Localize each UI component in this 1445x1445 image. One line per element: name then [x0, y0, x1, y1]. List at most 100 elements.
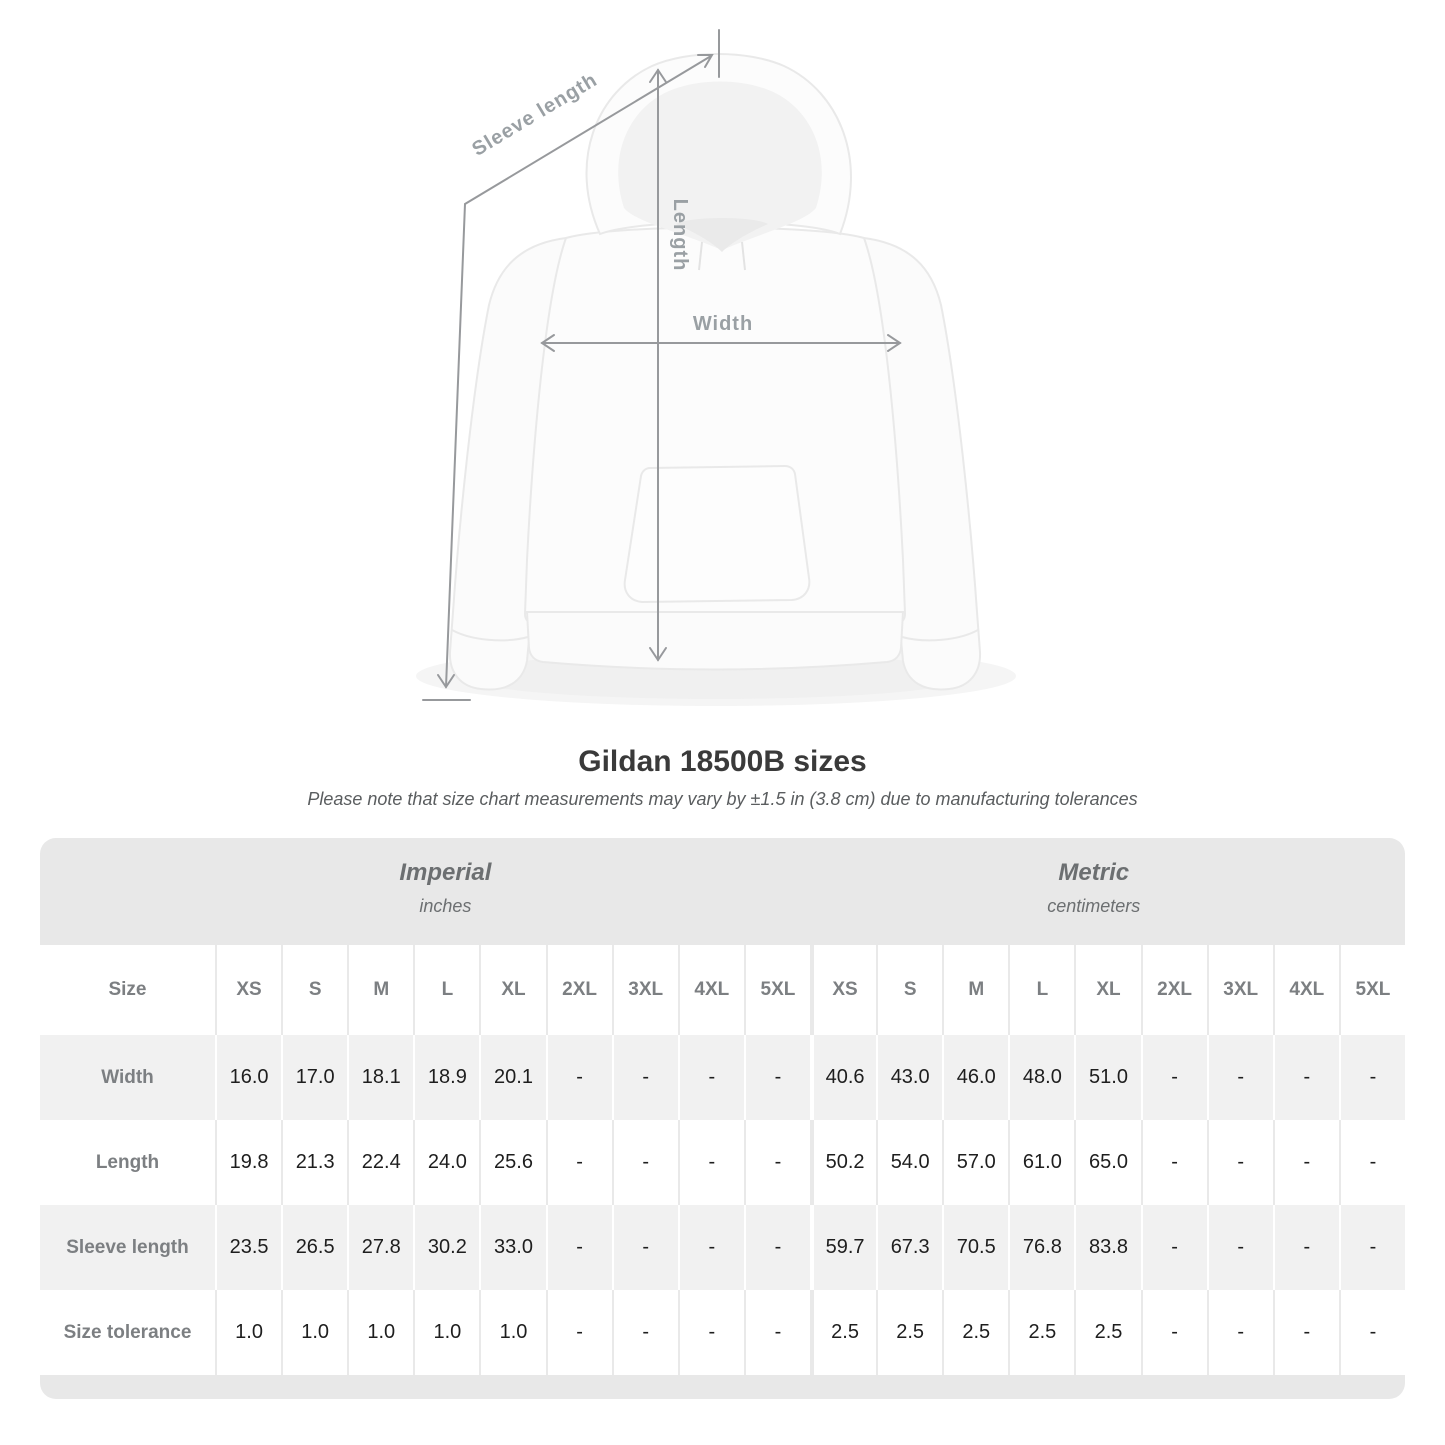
- size-column-header: L: [413, 945, 479, 1035]
- size-column-header: XL: [1074, 945, 1140, 1035]
- table-cell: -: [1272, 1120, 1339, 1205]
- table-cell: 1.0: [281, 1290, 347, 1375]
- row-label: Size tolerance: [63, 1321, 192, 1343]
- table-body: Width 16.0 17.0 18.1 18.9 20.1- - - -40.6 43.0 46.…: [40, 1035, 1405, 1375]
- table-footer: [40, 1375, 1405, 1399]
- size-column-header: M: [347, 945, 413, 1035]
- unit-section-unit: inches: [419, 896, 472, 916]
- table-cell: -: [1272, 1290, 1339, 1375]
- size-column-header: XS: [810, 945, 876, 1035]
- table-cell: -: [1140, 1205, 1207, 1290]
- table-cell: -: [743, 1035, 810, 1120]
- table-cell: -: [1338, 1290, 1405, 1375]
- unit-section-name: Imperial: [399, 859, 492, 886]
- table-cell: 46.0: [942, 1035, 1008, 1120]
- table-cell: 2.5: [810, 1290, 876, 1375]
- sleeve-length-label: Sleeve length: [468, 69, 601, 161]
- hoodie-hood-opening: [618, 81, 822, 250]
- table-cell: 2.5: [942, 1290, 1008, 1375]
- size-column-header: 2XL: [545, 945, 612, 1035]
- row-label: Length: [95, 1151, 160, 1173]
- table-cell: 50.2: [810, 1120, 876, 1205]
- table-cell: 76.8: [1008, 1205, 1074, 1290]
- unit-section-unit: centimeters: [1047, 896, 1141, 916]
- measurement-arrows: [422, 29, 902, 701]
- table-cell: -: [1206, 1205, 1273, 1290]
- table-row: Width 16.0 17.0 18.1 18.9 20.1- - - -40.6 43.0 46.…: [40, 1035, 1405, 1120]
- table-cell: 23.5: [215, 1205, 281, 1290]
- hoodie-illustration: Sleeve length Length Width: [422, 29, 982, 701]
- table-cell: 83.8: [1074, 1205, 1140, 1290]
- hoodie-right-cuff-seam: [901, 629, 979, 642]
- hoodie-drawstring-right: [741, 241, 746, 271]
- length-label: Length: [669, 199, 691, 272]
- size-column-header: XS: [215, 945, 281, 1035]
- size-column-header: 4XL: [1272, 945, 1339, 1035]
- table-cell: -: [545, 1120, 612, 1205]
- hoodie-image: [448, 53, 982, 691]
- table-cell: 21.3: [281, 1120, 347, 1205]
- table-cell: -: [1206, 1035, 1273, 1120]
- table-cell: -: [1140, 1035, 1207, 1120]
- unit-section-metric: Metric centimeters: [1047, 859, 1140, 917]
- table-cell: 57.0: [942, 1120, 1008, 1205]
- table-cell: 54.0: [876, 1120, 942, 1205]
- table-cell: 48.0: [1008, 1035, 1074, 1120]
- width-label: Width: [693, 313, 753, 335]
- size-chart-table: Imperial inches Metric centimeters Size …: [40, 838, 1405, 1399]
- size-column-header: 5XL: [743, 945, 810, 1035]
- table-cell: -: [1338, 1120, 1405, 1205]
- table-cell: -: [1140, 1120, 1207, 1205]
- table-cell: -: [743, 1290, 810, 1375]
- table-cell: 1.0: [413, 1290, 479, 1375]
- hoodie-hem-band: [525, 611, 905, 671]
- size-column-header: 2XL: [1140, 945, 1207, 1035]
- page-subtitle: Please note that size chart measurements…: [307, 789, 1138, 809]
- size-column-header: M: [942, 945, 1008, 1035]
- hoodie-pocket: [623, 464, 811, 604]
- table-cell: 51.0: [1074, 1035, 1140, 1120]
- table-cell: 43.0: [876, 1035, 942, 1120]
- hoodie-left-cuff-seam: [451, 629, 529, 642]
- row-label: Width: [101, 1066, 154, 1088]
- table-cell: -: [1206, 1290, 1273, 1375]
- table-cell: -: [611, 1120, 678, 1205]
- size-column-header: 4XL: [677, 945, 744, 1035]
- size-column-header: S: [876, 945, 942, 1035]
- width-arrow: [540, 334, 902, 352]
- table-cell: -: [1338, 1035, 1405, 1120]
- table-cell: 61.0: [1008, 1120, 1074, 1205]
- table-cell: -: [1140, 1290, 1207, 1375]
- table-cell: -: [1206, 1120, 1273, 1205]
- table-cell: 2.5: [1008, 1290, 1074, 1375]
- table-cell: 17.0: [281, 1035, 347, 1120]
- table-cell: 18.1: [347, 1035, 413, 1120]
- table-cell: -: [611, 1205, 678, 1290]
- table-cell: 70.5: [942, 1205, 1008, 1290]
- size-column-header: 3XL: [1206, 945, 1273, 1035]
- table-cell: 65.0: [1074, 1120, 1140, 1205]
- size-column-header: L: [1008, 945, 1074, 1035]
- table-cell: 22.4: [347, 1120, 413, 1205]
- table-cell: -: [677, 1205, 744, 1290]
- table-cell: 24.0: [413, 1120, 479, 1205]
- table-cell: 2.5: [1074, 1290, 1140, 1375]
- row-label: Sleeve length: [66, 1236, 189, 1258]
- table-cell: -: [545, 1290, 612, 1375]
- table-cell: -: [743, 1120, 810, 1205]
- table-cell: 33.0: [479, 1205, 545, 1290]
- size-header-row: Size XS S M L XL 2XL 3XL 4XL 5XL XS S M L XL 2XL 3XL 4XL…: [40, 945, 1405, 1035]
- table-cell: -: [1272, 1205, 1339, 1290]
- table-cell: 1.0: [479, 1290, 545, 1375]
- hoodie-drawstring-left: [698, 241, 703, 271]
- sleeve-length-arrow: [422, 29, 720, 701]
- table-cell: -: [677, 1290, 744, 1375]
- product-measurement-diagram: Sleeve length Length Width: [422, 29, 982, 701]
- table-cell: 1.0: [215, 1290, 281, 1375]
- table-cell: 59.7: [810, 1205, 876, 1290]
- table-cell: 30.2: [413, 1205, 479, 1290]
- table-row: Size tolerance 1.0 1.0 1.0 1.0 1.0- - - -2.5 2.5 2…: [40, 1290, 1405, 1375]
- page-title: Gildan 18500B sizes: [578, 745, 867, 778]
- unit-section-name: Metric: [1058, 859, 1130, 886]
- table-cell: 2.5: [876, 1290, 942, 1375]
